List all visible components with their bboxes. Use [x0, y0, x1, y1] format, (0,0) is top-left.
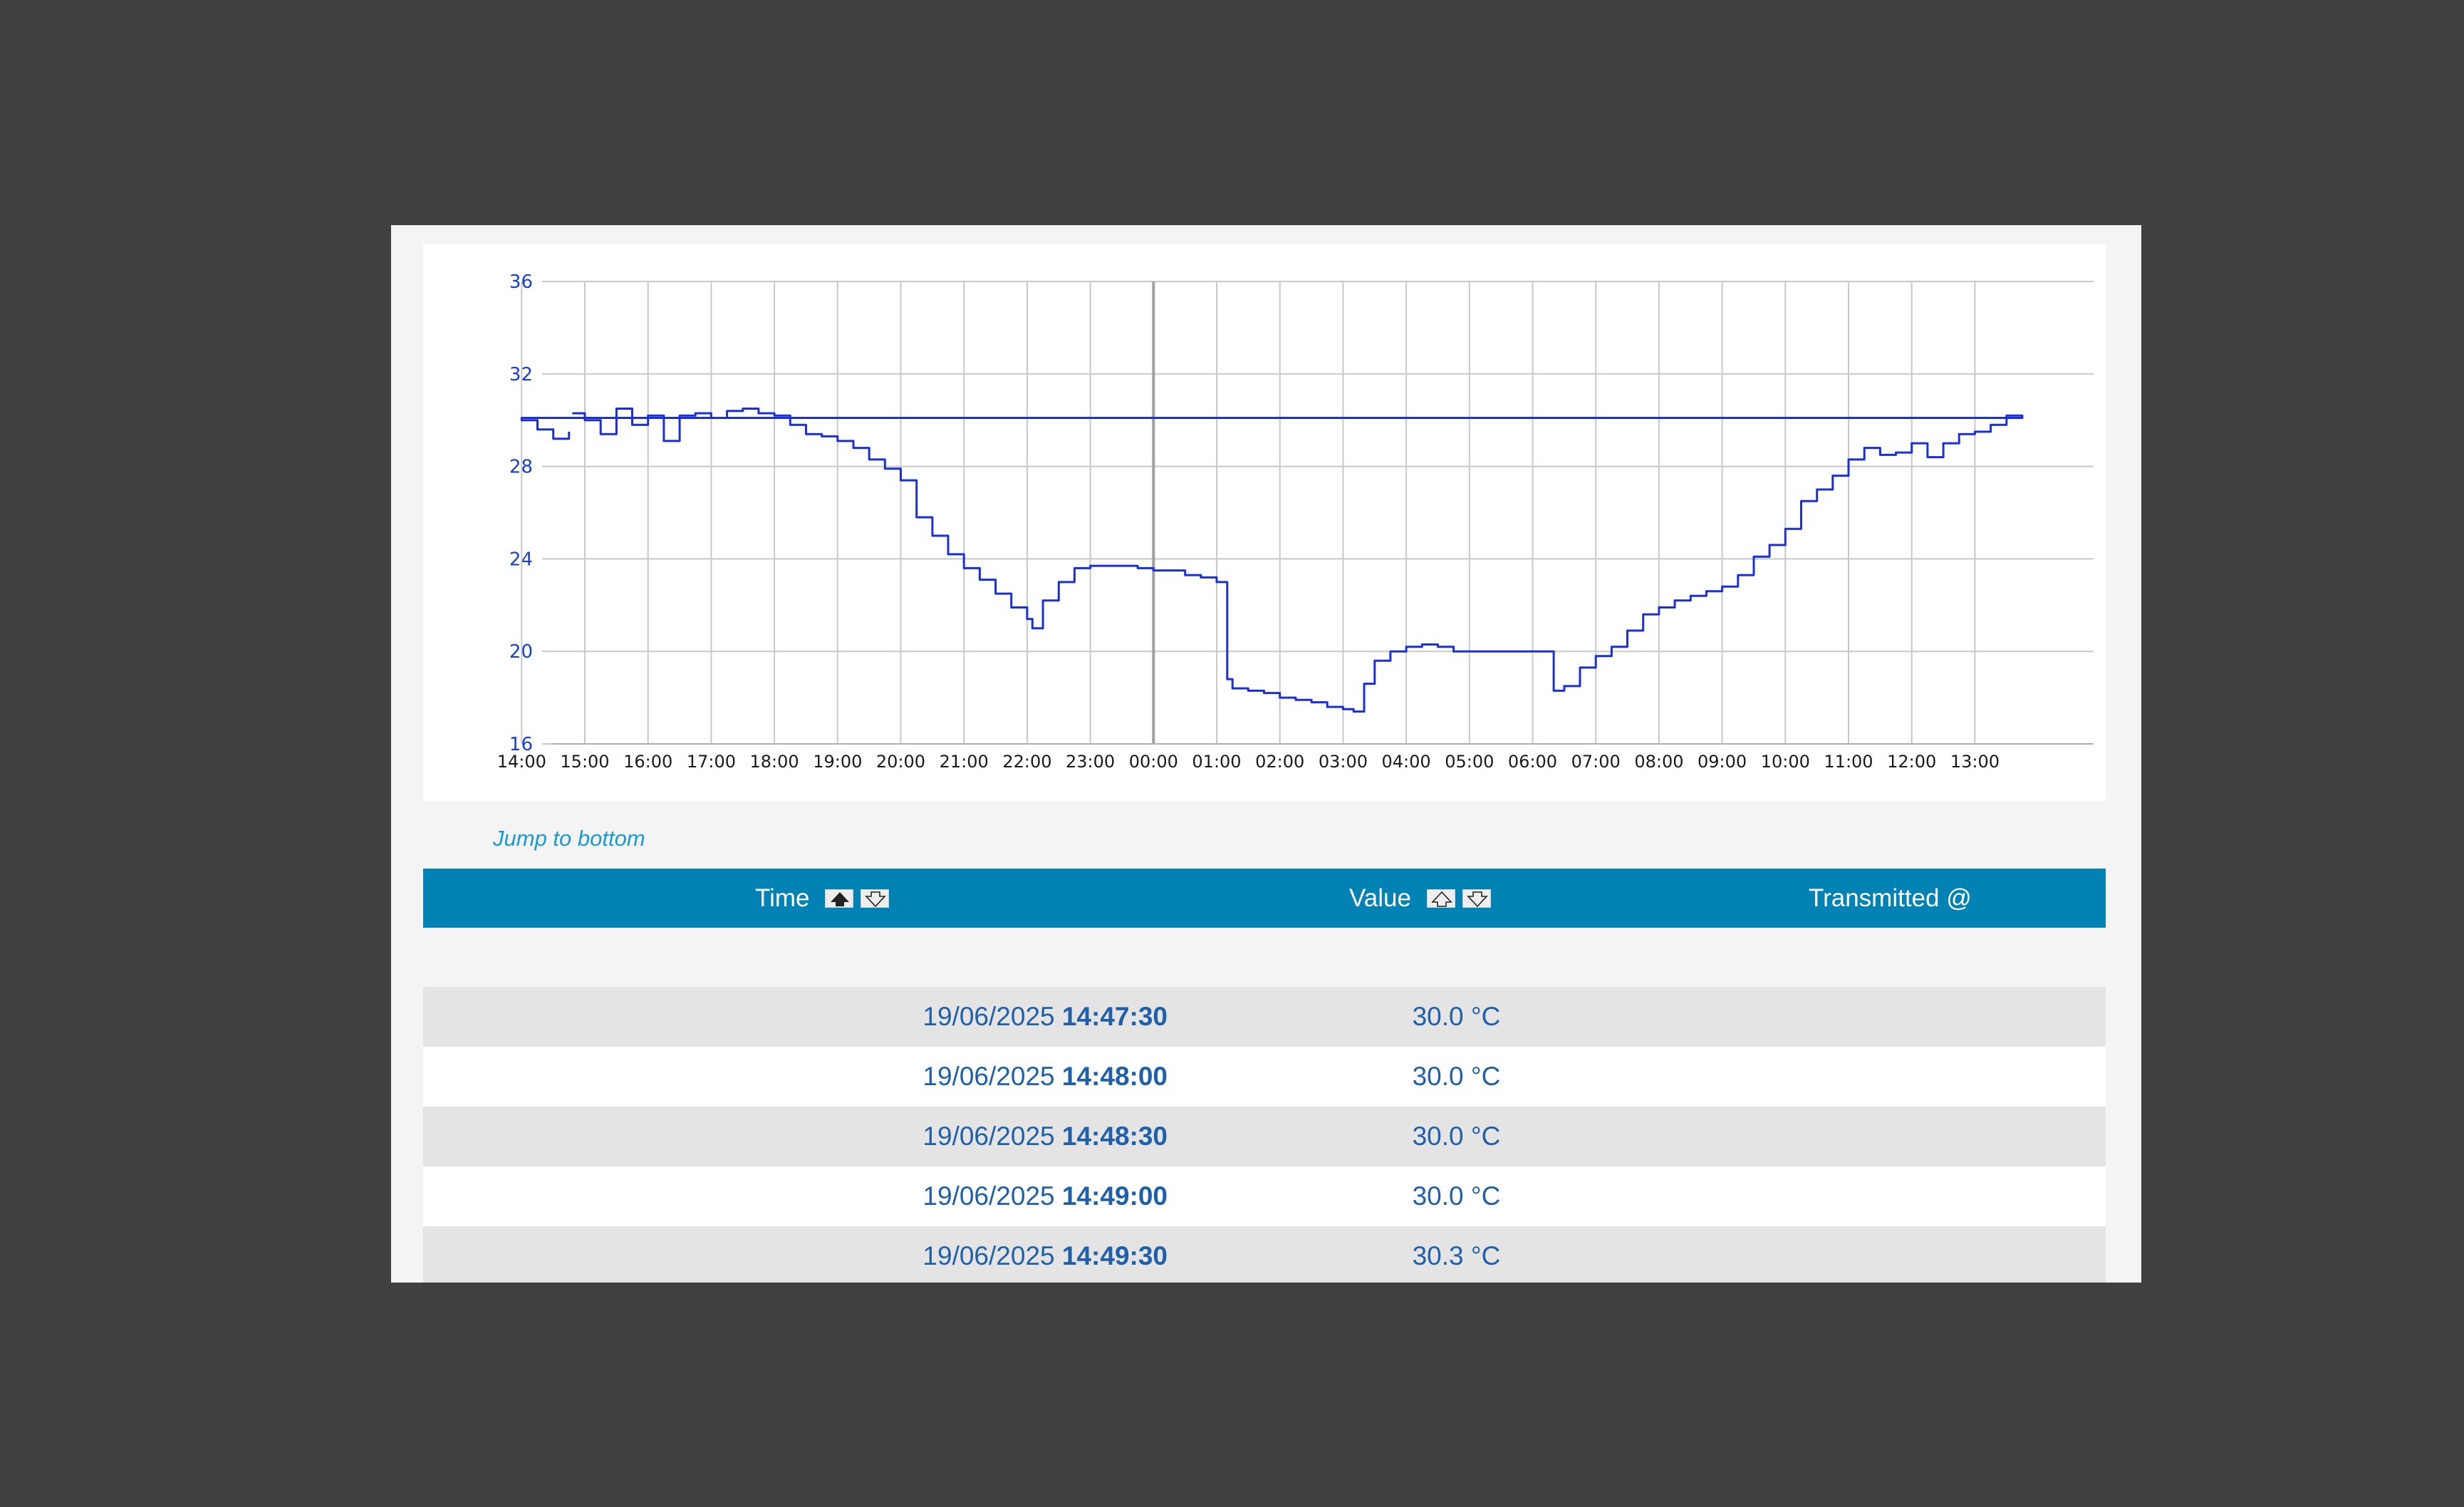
- time-cell: 19/06/2025 14:49:30: [423, 1226, 1168, 1283]
- x-tick-label: 10:00: [1761, 752, 1810, 772]
- transmitted-column-header: Transmitted @: [1809, 869, 1972, 928]
- temperature-chart: 16 20 24 28 32 36 15:00 16:00 17:00 18:00 19:00 20:…: [423, 244, 2106, 801]
- date-text: 19/06/2025: [922, 1241, 1055, 1270]
- date-text: 19/06/2025: [922, 1062, 1055, 1091]
- x-tick-label: 09:00: [1698, 752, 1747, 772]
- time-cell: 19/06/2025 14:48:00: [423, 1047, 1168, 1107]
- data-panel: 16 20 24 28 32 36 15:00 16:00 17:00 18:00 19:00 20:…: [391, 225, 2141, 1283]
- jump-to-bottom-link[interactable]: Jump to bottom: [493, 826, 645, 851]
- transmitted-header-label: Transmitted @: [1809, 884, 1972, 912]
- time-sort-asc-arrow-up-icon[interactable]: [825, 889, 854, 908]
- value-cell: 30.0 °C: [1412, 1122, 1501, 1151]
- value-cell: 30.0 °C: [1412, 1002, 1501, 1031]
- value-cell: 30.3 °C: [1412, 1241, 1501, 1270]
- table-row: 19/06/2025 14:48:30 30.0 °C: [423, 1107, 2106, 1166]
- x-tick-label: 15:00: [560, 752, 609, 772]
- time-text: 14:49:30: [1061, 1241, 1168, 1270]
- time-cell: 19/06/2025 14:49:00: [423, 1166, 1168, 1226]
- value-cell: 30.0 °C: [1412, 1181, 1501, 1211]
- x-tick-label: 04:00: [1382, 752, 1431, 772]
- x-tick-label: 14:00: [497, 752, 546, 772]
- x-tick-label: 16:00: [623, 752, 672, 772]
- value-column-header: Value: [1349, 869, 1491, 928]
- x-tick-label: 11:00: [1824, 752, 1873, 772]
- x-tick-label: 00:00: [1129, 752, 1178, 772]
- time-text: 14:48:30: [1061, 1122, 1168, 1151]
- table-row: 19/06/2025 14:48:00 30.0 °C: [423, 1047, 2106, 1107]
- x-tick-label: 08:00: [1634, 752, 1683, 772]
- x-tick-label: 03:00: [1319, 752, 1368, 772]
- x-tick-label: 12:00: [1887, 752, 1936, 772]
- x-tick-label: 17:00: [687, 752, 736, 772]
- time-header-label: Time: [755, 884, 810, 912]
- value-sort-asc-arrow-up-icon[interactable]: [1426, 889, 1455, 908]
- time-cell: 19/06/2025 14:48:30: [423, 1107, 1168, 1166]
- table-header: Time Value Transmitted @: [423, 869, 2106, 928]
- x-tick-label: 23:00: [1066, 752, 1115, 772]
- x-tick-label: 19:00: [813, 752, 862, 772]
- temperature-series-line: [520, 408, 2024, 713]
- date-text: 19/06/2025: [922, 1122, 1055, 1151]
- date-text: 19/06/2025: [922, 1181, 1055, 1211]
- table-row: 19/06/2025 14:49:00 30.0 °C: [423, 1166, 2106, 1226]
- x-tick-label: 05:00: [1445, 752, 1494, 772]
- value-cell: 30.0 °C: [1412, 1062, 1501, 1091]
- time-text: 14:48:00: [1061, 1062, 1168, 1091]
- time-cell: 19/06/2025 14:47:30: [423, 987, 1168, 1047]
- x-tick-label: 18:00: [750, 752, 799, 772]
- time-text: 14:47:30: [1061, 1002, 1168, 1031]
- x-tick-label: 01:00: [1192, 752, 1241, 772]
- data-table-body: 19/06/2025 14:47:30 30.0 °C 19/06/2025 1…: [423, 987, 2106, 1283]
- x-tick-label: 13:00: [1950, 752, 2000, 772]
- x-tick-label: 02:00: [1255, 752, 1304, 772]
- table-row: 19/06/2025 14:49:30 30.3 °C: [423, 1226, 2106, 1283]
- x-tick-label: 06:00: [1508, 752, 1557, 772]
- time-column-header: Time: [755, 869, 890, 928]
- x-tick-label: 21:00: [940, 752, 989, 772]
- x-tick-label: 20:00: [876, 752, 925, 772]
- value-sort-desc-arrow-down-icon[interactable]: [1462, 889, 1491, 908]
- x-tick-label: 07:00: [1571, 752, 1621, 772]
- time-sort-desc-arrow-down-icon[interactable]: [861, 889, 890, 908]
- value-header-label: Value: [1349, 884, 1411, 912]
- table-row: 19/06/2025 14:47:30 30.0 °C: [423, 987, 2106, 1047]
- x-tick-label: 22:00: [1002, 752, 1051, 772]
- date-text: 19/06/2025: [922, 1002, 1055, 1031]
- time-text: 14:49:00: [1061, 1181, 1168, 1211]
